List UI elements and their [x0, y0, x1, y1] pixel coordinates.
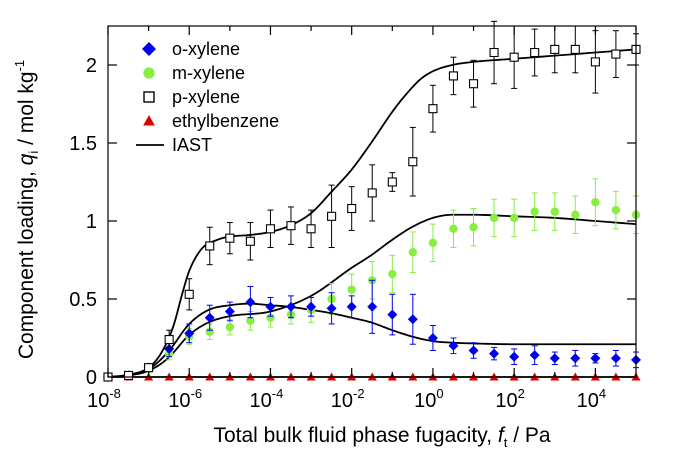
x-tick-label: 10-2	[331, 386, 365, 412]
x-axis-label: Total bulk fluid phase fugacity, ft / Pa	[213, 424, 550, 450]
data-point	[387, 309, 398, 320]
legend: o-xylene m-xylene p-xylene ethylbenzene IAST	[136, 39, 279, 155]
legend-label: p-xylene	[172, 87, 240, 107]
data-point	[570, 353, 581, 364]
legend-marker	[143, 91, 155, 103]
data-point	[571, 210, 580, 219]
x-tick-label: 104	[577, 386, 606, 412]
data-point	[286, 221, 296, 231]
data-point	[489, 348, 500, 359]
data-point	[509, 351, 520, 362]
legend-marker	[142, 42, 156, 56]
data-point	[265, 301, 276, 312]
data-point	[591, 198, 600, 207]
y-tick-label: 2	[86, 55, 97, 77]
data-point	[489, 213, 499, 223]
data-point	[428, 238, 438, 248]
data-point	[164, 335, 174, 345]
y-tick-label: 1	[86, 211, 97, 233]
data-point	[469, 223, 478, 232]
data-point	[611, 49, 621, 59]
legend-label: ethylbenzene	[172, 111, 279, 131]
data-point	[347, 203, 357, 214]
legend-item: ethylbenzene	[143, 111, 279, 131]
plot-frame	[107, 25, 637, 378]
data-point	[489, 47, 499, 58]
data-point	[408, 248, 418, 257]
x-tick-label: 10-6	[168, 386, 202, 412]
data-point	[367, 188, 377, 198]
data-point	[530, 207, 539, 216]
data-point	[449, 224, 458, 233]
data-point	[387, 177, 397, 187]
series-o-xylene	[103, 279, 641, 382]
legend-item: p-xylene	[143, 87, 240, 107]
data-point	[509, 213, 519, 223]
data-point	[388, 269, 397, 279]
legend-marker	[143, 67, 155, 79]
data-point	[570, 44, 580, 54]
data-point	[610, 353, 621, 364]
data-point	[144, 363, 154, 373]
data-point	[549, 353, 560, 364]
data-point	[407, 314, 418, 325]
legend-label: IAST	[172, 135, 212, 155]
x-tick-label: 10-4	[250, 386, 284, 412]
legend-marker	[143, 115, 155, 126]
data-point	[204, 312, 215, 323]
data-point	[245, 297, 256, 308]
data-point	[468, 345, 479, 356]
y-tick-label: 0	[86, 367, 97, 389]
data-point	[225, 233, 235, 243]
data-point	[246, 316, 255, 326]
data-point	[245, 236, 255, 246]
axes: 10-8 10-6 10-4 10-2 100 102 104 0 0.5 1 1.5 2	[69, 26, 637, 412]
data-point	[224, 306, 235, 317]
data-point	[123, 370, 134, 380]
data-point	[184, 289, 194, 299]
x-tick-label: 100	[414, 386, 443, 412]
data-point	[509, 52, 519, 62]
series-m-xylene	[103, 178, 641, 382]
data-point	[550, 207, 559, 216]
data-point	[265, 224, 276, 234]
data-point	[184, 328, 195, 339]
data-point	[428, 104, 438, 114]
data-point	[326, 303, 337, 314]
x-tick-label: 102	[495, 386, 524, 412]
data-point	[448, 71, 458, 81]
data-point	[468, 79, 479, 89]
data-point	[448, 340, 459, 351]
legend-label: o-xylene	[172, 39, 240, 59]
x-tick-label: 10-8	[87, 386, 121, 412]
data-point	[530, 47, 540, 58]
data-point	[225, 322, 235, 332]
legend-item: IAST	[136, 135, 212, 155]
data-point	[529, 350, 540, 361]
data-point	[427, 333, 438, 343]
legend-label: m-xylene	[172, 63, 245, 83]
data-point	[367, 301, 378, 312]
data-point	[306, 301, 317, 312]
data-point	[266, 313, 275, 322]
data-point	[205, 327, 214, 336]
legend-item: m-xylene	[143, 63, 245, 83]
iast-curve	[107, 302, 636, 378]
legend-item: o-xylene	[142, 39, 240, 59]
y-tick-label: 0.5	[69, 289, 97, 311]
data-point	[590, 57, 600, 67]
y-tick-label: 1.5	[69, 133, 97, 155]
data-point	[205, 241, 215, 251]
data-point	[327, 211, 337, 221]
data-point	[590, 353, 601, 364]
data-point	[346, 301, 357, 312]
data-point	[306, 224, 316, 234]
data-point	[285, 301, 296, 312]
y-axis-label: Component loading, qi / mol kg-1	[12, 60, 41, 359]
data-point	[408, 157, 418, 167]
data-point	[550, 44, 560, 54]
data-point	[347, 285, 356, 294]
data-point	[611, 205, 621, 215]
